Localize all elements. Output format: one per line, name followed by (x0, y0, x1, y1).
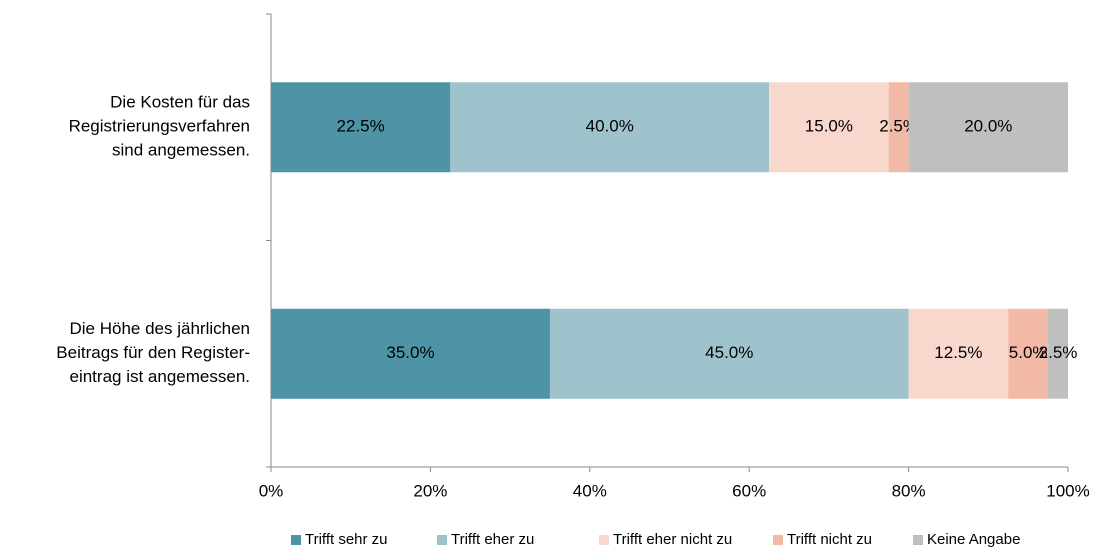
legend-swatch (913, 535, 923, 545)
bar-segment (450, 82, 770, 173)
bar-segment (1048, 308, 1068, 399)
legend-label: Trifft eher nicht zu (613, 531, 732, 548)
legend-swatch (291, 535, 301, 545)
value-label: 12.5% (934, 343, 982, 362)
x-tick-label: 80% (892, 481, 926, 500)
value-label: 2.5% (879, 117, 918, 136)
bar-segment (1008, 308, 1049, 399)
value-label: 22.5% (337, 117, 385, 136)
legend-label: Trifft sehr zu (305, 531, 388, 548)
x-tick-label: 100% (1046, 481, 1089, 500)
value-label: 2.5% (1039, 343, 1078, 362)
bar-segment (908, 308, 1009, 399)
legend-swatch (773, 535, 783, 545)
x-tick-label: 40% (573, 481, 607, 500)
category-label: Die Höhe des jährlichen (70, 319, 251, 338)
bar-segment (271, 82, 451, 173)
value-label: 5.0% (1009, 343, 1048, 362)
legend-swatch (437, 535, 447, 545)
legend-label: Trifft eher zu (451, 531, 534, 548)
value-label: 35.0% (386, 343, 434, 362)
category-label: sind angemessen. (112, 141, 250, 160)
category-label: Beitrags für den Register- (56, 343, 250, 362)
category-label: Die Kosten für das (110, 93, 250, 112)
x-tick-label: 0% (259, 481, 284, 500)
category-label: Registrierungsverfahren (69, 117, 250, 136)
value-label: 15.0% (805, 117, 853, 136)
bar-segment (888, 82, 909, 173)
legend-label: Trifft nicht zu (787, 531, 872, 548)
value-label: 20.0% (964, 117, 1012, 136)
x-tick-label: 60% (732, 481, 766, 500)
legend-label: Keine Angabe (927, 531, 1020, 548)
category-label: eintrag ist angemessen. (70, 367, 251, 386)
x-tick-label: 20% (413, 481, 447, 500)
value-label: 40.0% (586, 117, 634, 136)
legend-swatch (599, 535, 609, 545)
value-label: 45.0% (705, 343, 753, 362)
bar-segment (908, 82, 1068, 173)
bar-segment (549, 308, 909, 399)
bar-segment (271, 308, 550, 399)
bar-segment (769, 82, 889, 173)
